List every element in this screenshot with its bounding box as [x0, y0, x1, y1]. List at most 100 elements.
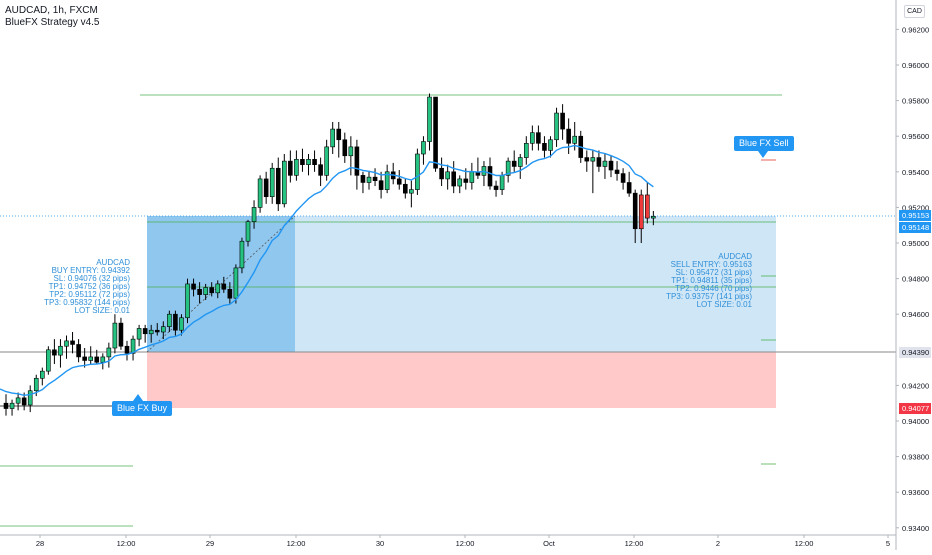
candle-body[interactable] — [614, 169, 620, 174]
candle-body[interactable] — [88, 356, 93, 361]
candle-body[interactable] — [511, 160, 517, 167]
candle-body[interactable] — [342, 139, 348, 157]
candle-body[interactable] — [275, 167, 281, 205]
candle-body[interactable] — [378, 180, 384, 190]
candle-body[interactable] — [15, 397, 21, 404]
candle-body[interactable] — [602, 160, 608, 167]
candle-body[interactable] — [427, 96, 432, 142]
candle-body[interactable] — [112, 322, 118, 349]
sell-signal-flag[interactable]: Blue FX Sell — [734, 136, 794, 151]
candle-body[interactable] — [402, 183, 408, 194]
candle-body[interactable] — [161, 326, 166, 333]
candle-body[interactable] — [415, 153, 420, 190]
candle-body[interactable] — [554, 112, 559, 141]
candle-body[interactable] — [142, 328, 148, 335]
candle-body[interactable] — [33, 377, 39, 392]
candle-body[interactable] — [548, 139, 553, 151]
candle-body[interactable] — [330, 128, 336, 148]
candle-body[interactable] — [487, 166, 493, 187]
candle-body[interactable] — [39, 370, 45, 379]
candle-body[interactable] — [197, 288, 202, 295]
candle-body[interactable] — [439, 167, 444, 180]
candle-body[interactable] — [257, 178, 263, 208]
candle-body[interactable] — [366, 176, 372, 183]
candle-body[interactable] — [409, 189, 414, 194]
candle-body[interactable] — [626, 182, 632, 194]
candle-body[interactable] — [590, 157, 596, 162]
candle-body[interactable] — [596, 157, 602, 167]
candle-body[interactable] — [124, 345, 130, 354]
candle-body[interactable] — [542, 143, 547, 151]
buy-signal-flag[interactable]: Blue FX Buy — [112, 401, 173, 416]
candle-body[interactable] — [384, 171, 390, 190]
candle-body[interactable] — [493, 185, 499, 190]
candle-body[interactable] — [644, 194, 650, 219]
candle-body[interactable] — [288, 160, 293, 176]
candle-body[interactable] — [227, 288, 233, 299]
candle-body[interactable] — [336, 128, 342, 141]
candle-body[interactable] — [324, 146, 329, 176]
candle-body[interactable] — [191, 283, 196, 290]
candle-body[interactable] — [608, 160, 614, 171]
candle-body[interactable] — [82, 356, 87, 361]
candle-body[interactable] — [52, 349, 57, 356]
candle-body[interactable] — [281, 160, 287, 205]
candle-body[interactable] — [130, 338, 136, 354]
candle-body[interactable] — [632, 192, 638, 230]
candle-body[interactable] — [76, 344, 81, 358]
candle-body[interactable] — [505, 160, 511, 176]
candle-body[interactable] — [560, 112, 565, 130]
candle-body[interactable] — [154, 329, 160, 333]
candle-body[interactable] — [136, 328, 142, 340]
candle-body[interactable] — [396, 178, 402, 185]
candle-body[interactable] — [523, 143, 529, 158]
candle-body[interactable] — [148, 329, 154, 335]
candle-body[interactable] — [100, 356, 106, 363]
candle-body[interactable] — [584, 157, 590, 162]
candle-body[interactable] — [312, 159, 317, 165]
candle-body[interactable] — [21, 397, 27, 406]
candle-body[interactable] — [445, 171, 450, 180]
candle-body[interactable] — [566, 128, 571, 144]
candle-body[interactable] — [300, 159, 305, 165]
candle-body[interactable] — [530, 132, 535, 144]
candle-body[interactable] — [245, 221, 251, 242]
candle-body[interactable] — [58, 345, 63, 356]
candle-body[interactable] — [221, 283, 227, 290]
candle-body[interactable] — [638, 194, 644, 230]
candle-body[interactable] — [173, 313, 178, 331]
candle-body[interactable] — [360, 175, 366, 183]
candle-body[interactable] — [620, 173, 626, 183]
candle-body[interactable] — [203, 287, 208, 295]
currency-badge[interactable]: CAD — [904, 5, 925, 18]
candle-body[interactable] — [209, 287, 214, 294]
candle-body[interactable] — [348, 146, 354, 157]
candle-body[interactable] — [46, 349, 51, 372]
candle-body[interactable] — [3, 402, 9, 409]
symbol-title[interactable]: AUDCAD, 1h, FXCM — [5, 5, 98, 16]
candle-body[interactable] — [94, 356, 100, 363]
candle-body[interactable] — [457, 178, 463, 187]
candle-body[interactable] — [27, 390, 33, 406]
candle-body[interactable] — [106, 347, 112, 358]
indicator-title[interactable]: BlueFX Strategy v4.5 — [5, 17, 100, 28]
candle-body[interactable] — [239, 240, 245, 269]
candle-body[interactable] — [536, 132, 541, 144]
candle-body[interactable] — [651, 216, 656, 219]
candle-body[interactable] — [251, 207, 257, 222]
candle-body[interactable] — [70, 340, 75, 345]
candle-body[interactable] — [167, 313, 172, 327]
candle-body[interactable] — [469, 171, 475, 183]
candle-body[interactable] — [421, 141, 426, 155]
candle-body[interactable] — [499, 175, 505, 190]
candle-body[interactable] — [185, 283, 190, 319]
candle-body[interactable] — [263, 178, 269, 198]
candle-body[interactable] — [433, 96, 438, 169]
candle-body[interactable] — [306, 159, 311, 165]
candle-body[interactable] — [463, 178, 469, 183]
candle-body[interactable] — [179, 317, 184, 331]
candle-body[interactable] — [233, 267, 239, 299]
candle-body[interactable] — [64, 340, 69, 347]
